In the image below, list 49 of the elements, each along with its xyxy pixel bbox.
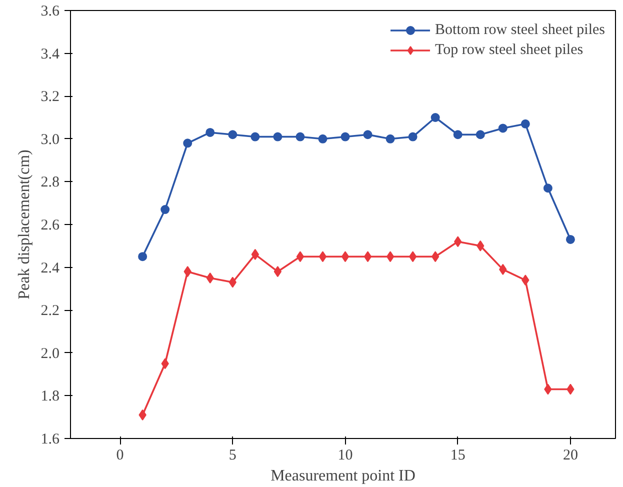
point <box>340 132 350 142</box>
point <box>476 130 485 140</box>
x-tick-label: 15 <box>450 448 466 464</box>
point <box>386 251 394 262</box>
y-tick-label: 2.4 <box>40 260 60 276</box>
point <box>250 132 260 142</box>
point <box>543 184 552 193</box>
point <box>318 251 327 262</box>
point <box>430 113 440 122</box>
point <box>274 266 282 278</box>
y-tick-label: 1.6 <box>40 432 60 448</box>
point <box>408 251 417 262</box>
point <box>206 128 215 137</box>
point <box>318 134 328 144</box>
legend-label: Bottom row steel sheet piles <box>435 22 605 38</box>
x-axis-title: Measurement point ID <box>270 468 416 484</box>
x-tick-label: 20 <box>562 448 578 464</box>
point <box>341 251 350 262</box>
point <box>296 251 304 262</box>
legend-label: Top row steel sheet piles <box>435 42 584 58</box>
point <box>453 130 462 140</box>
x-tick-label: 0 <box>116 448 124 464</box>
y-tick-label: 3.6 <box>40 4 60 20</box>
point <box>566 234 575 244</box>
y-tick-label: 3.4 <box>40 46 60 62</box>
point <box>498 124 508 133</box>
point <box>386 134 395 144</box>
point <box>363 130 372 140</box>
x-tick-label: 5 <box>228 448 236 464</box>
y-tick-label: 1.8 <box>40 388 60 405</box>
y-tick-label: 3.0 <box>40 132 60 148</box>
x-tick-label: 10 <box>338 448 353 464</box>
point <box>138 252 148 262</box>
point <box>520 119 530 128</box>
point <box>251 248 260 260</box>
y-tick-label: 2.8 <box>40 174 60 191</box>
point <box>408 132 418 142</box>
point <box>183 138 192 148</box>
point <box>160 205 170 214</box>
y-axis-title: Peak displacement(cm) <box>16 150 33 300</box>
point <box>364 251 372 262</box>
point <box>206 272 214 284</box>
point <box>273 132 282 142</box>
y-tick-label: 2.6 <box>40 218 60 234</box>
y-tick-label: 2.2 <box>40 303 60 320</box>
point <box>296 132 305 142</box>
point <box>228 130 238 140</box>
y-tick-label: 3.2 <box>40 89 60 106</box>
y-tick-label: 2.0 <box>40 346 60 362</box>
